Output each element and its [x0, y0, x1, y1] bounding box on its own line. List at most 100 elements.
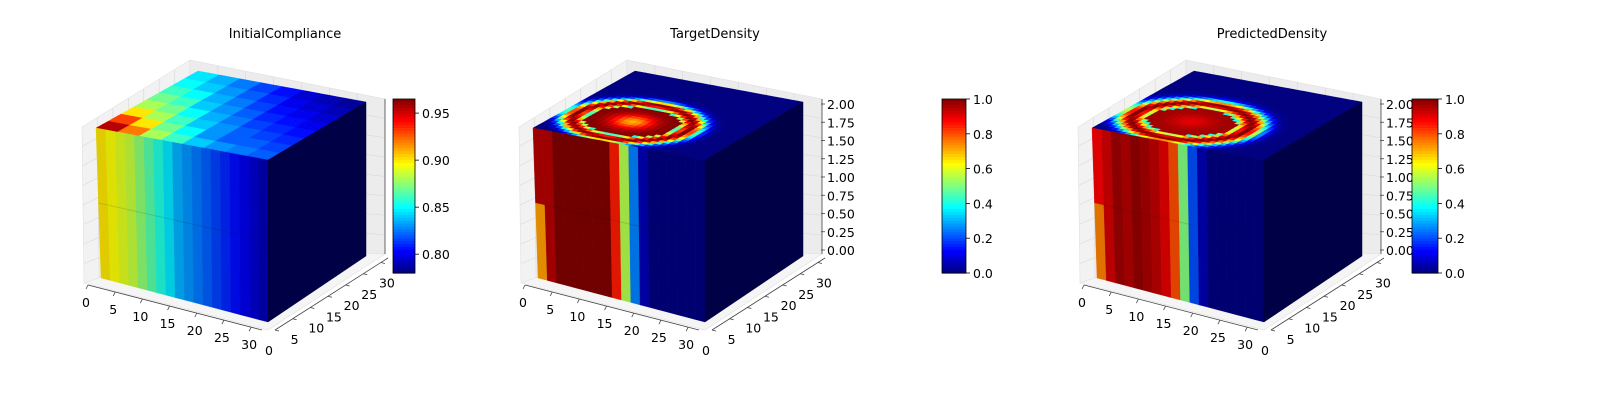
front-voxel [666, 152, 678, 235]
panel-predicted-density: PredictedDensity 0 5 10 15 20 25 30 05101520253… [1077, 27, 1465, 358]
front-voxel [1254, 157, 1265, 242]
front-voxel [258, 157, 269, 242]
y-tick-label: 15 [1322, 309, 1338, 324]
x-tick-label: 15 [160, 316, 176, 331]
front-voxel [1244, 156, 1255, 240]
front-voxel [676, 234, 687, 318]
colorbar-tick-label: 0.4 [973, 196, 993, 211]
colorbar-tick-label: 0.8 [1445, 127, 1465, 142]
front-voxel [1196, 147, 1208, 229]
front-voxel [1158, 140, 1171, 221]
front-voxel [591, 215, 604, 296]
x-tick-label: 25 [651, 330, 667, 345]
z-tick-label: 1.50 [827, 134, 855, 149]
z-tick-label: 1.75 [827, 115, 855, 130]
front-voxel [637, 147, 649, 229]
y-tick-label: 5 [1287, 332, 1295, 347]
front-voxel [657, 230, 669, 313]
z-tick-label: 0.50 [827, 207, 855, 222]
z-tick-label: 0.75 [1386, 188, 1414, 203]
y-tick-label: 20 [781, 298, 797, 313]
colorbar-tick-label: 0.0 [1445, 266, 1465, 281]
front-voxel [1235, 154, 1246, 238]
x-tick-label: 5 [1105, 302, 1113, 317]
y-tick-label: 15 [326, 309, 342, 324]
x-tick-label: 20 [624, 323, 640, 338]
front-voxel [220, 230, 232, 313]
front-voxel [628, 145, 640, 227]
front-voxel [230, 232, 241, 315]
front-voxel [219, 150, 231, 233]
colorbar-tick-label: 0.6 [973, 162, 993, 177]
front-voxel [1149, 138, 1161, 219]
y-tick-label: 30 [379, 276, 395, 291]
front-voxel [638, 225, 650, 308]
cube-side-face [267, 101, 367, 323]
front-voxel [191, 145, 203, 227]
colorbar: 0.0 0.2 0.4 0.6 0.8 1.0 [1411, 92, 1465, 281]
colorbar-tick-label: 0.8 [973, 127, 993, 142]
y-tick-label: 0 [265, 343, 273, 358]
front-voxel [211, 228, 222, 311]
front-voxel [1139, 136, 1152, 216]
cube-top-face [1091, 70, 1363, 161]
cube-top-face [95, 70, 367, 161]
y-tick-label: 20 [1340, 298, 1356, 313]
x-tick-label: 15 [1156, 316, 1172, 331]
colorbar-tick-label: 1.0 [1445, 92, 1465, 107]
cube-side-face [704, 101, 804, 323]
front-voxel [258, 238, 269, 323]
front-voxel [201, 225, 213, 308]
z-tick-label: 2.00 [1386, 97, 1414, 112]
x-tick-label: 0 [1078, 295, 1086, 310]
z-tick-label: 1.25 [827, 152, 855, 167]
y-tick-label: 0 [702, 343, 710, 358]
front-voxel [1188, 223, 1200, 306]
front-voxel [172, 141, 184, 223]
colorbar-tick-label: 0.4 [1445, 196, 1465, 211]
x-tick-label: 5 [546, 302, 554, 317]
z-tick-label: 0.25 [1386, 225, 1414, 240]
x-tick-label: 10 [1128, 309, 1144, 324]
x-tick-label: 30 [241, 337, 257, 352]
front-voxel [676, 154, 687, 238]
y-tick-label: 20 [344, 298, 360, 313]
front-voxel [1206, 149, 1218, 231]
front-voxel [685, 236, 696, 320]
x-tick-label: 0 [519, 295, 527, 310]
front-voxel [1254, 238, 1265, 323]
colorbar-tick-label: 0.90 [422, 153, 450, 168]
front-voxel [1226, 232, 1237, 315]
front-voxel [210, 149, 222, 231]
front-voxel [1177, 143, 1189, 225]
front-voxel [1150, 215, 1163, 296]
front-voxel [248, 156, 259, 240]
front-voxel [143, 136, 156, 216]
front-voxel [667, 232, 678, 315]
panel-target-density: TargetDensity 0 5 10 15 20 25 30 0510152025300.… [518, 27, 993, 358]
colorbar-tick-label: 0.2 [1445, 231, 1465, 246]
front-voxel [164, 217, 176, 298]
colorbar: 0.0 0.2 0.4 0.6 0.8 1.0 [941, 92, 993, 281]
z-tick-label: 0.75 [827, 188, 855, 203]
front-voxel [599, 140, 612, 221]
front-voxel [590, 138, 602, 219]
z-tick-label: 1.75 [1386, 115, 1414, 130]
front-voxel [162, 140, 175, 221]
y-tick-label: 10 [1304, 321, 1320, 336]
front-voxel [1160, 217, 1172, 298]
colorbar: 0.80 0.85 0.90 0.95 [392, 98, 450, 274]
front-voxel [1225, 152, 1237, 235]
front-voxel [656, 150, 668, 233]
x-tick-label: 20 [1183, 323, 1199, 338]
y-tick-label: 25 [798, 287, 814, 302]
front-voxel [1168, 141, 1180, 223]
z-axis: 0.00 0.25 0.50 0.75 1.00 1.25 1.50 1.75 2.00 [821, 97, 855, 258]
front-voxel [609, 141, 621, 223]
front-voxel [200, 147, 212, 229]
x-axis: 0 5 10 15 20 25 30 [82, 284, 263, 352]
y-tick-label: 10 [745, 321, 761, 336]
x-tick-label: 25 [1210, 330, 1226, 345]
